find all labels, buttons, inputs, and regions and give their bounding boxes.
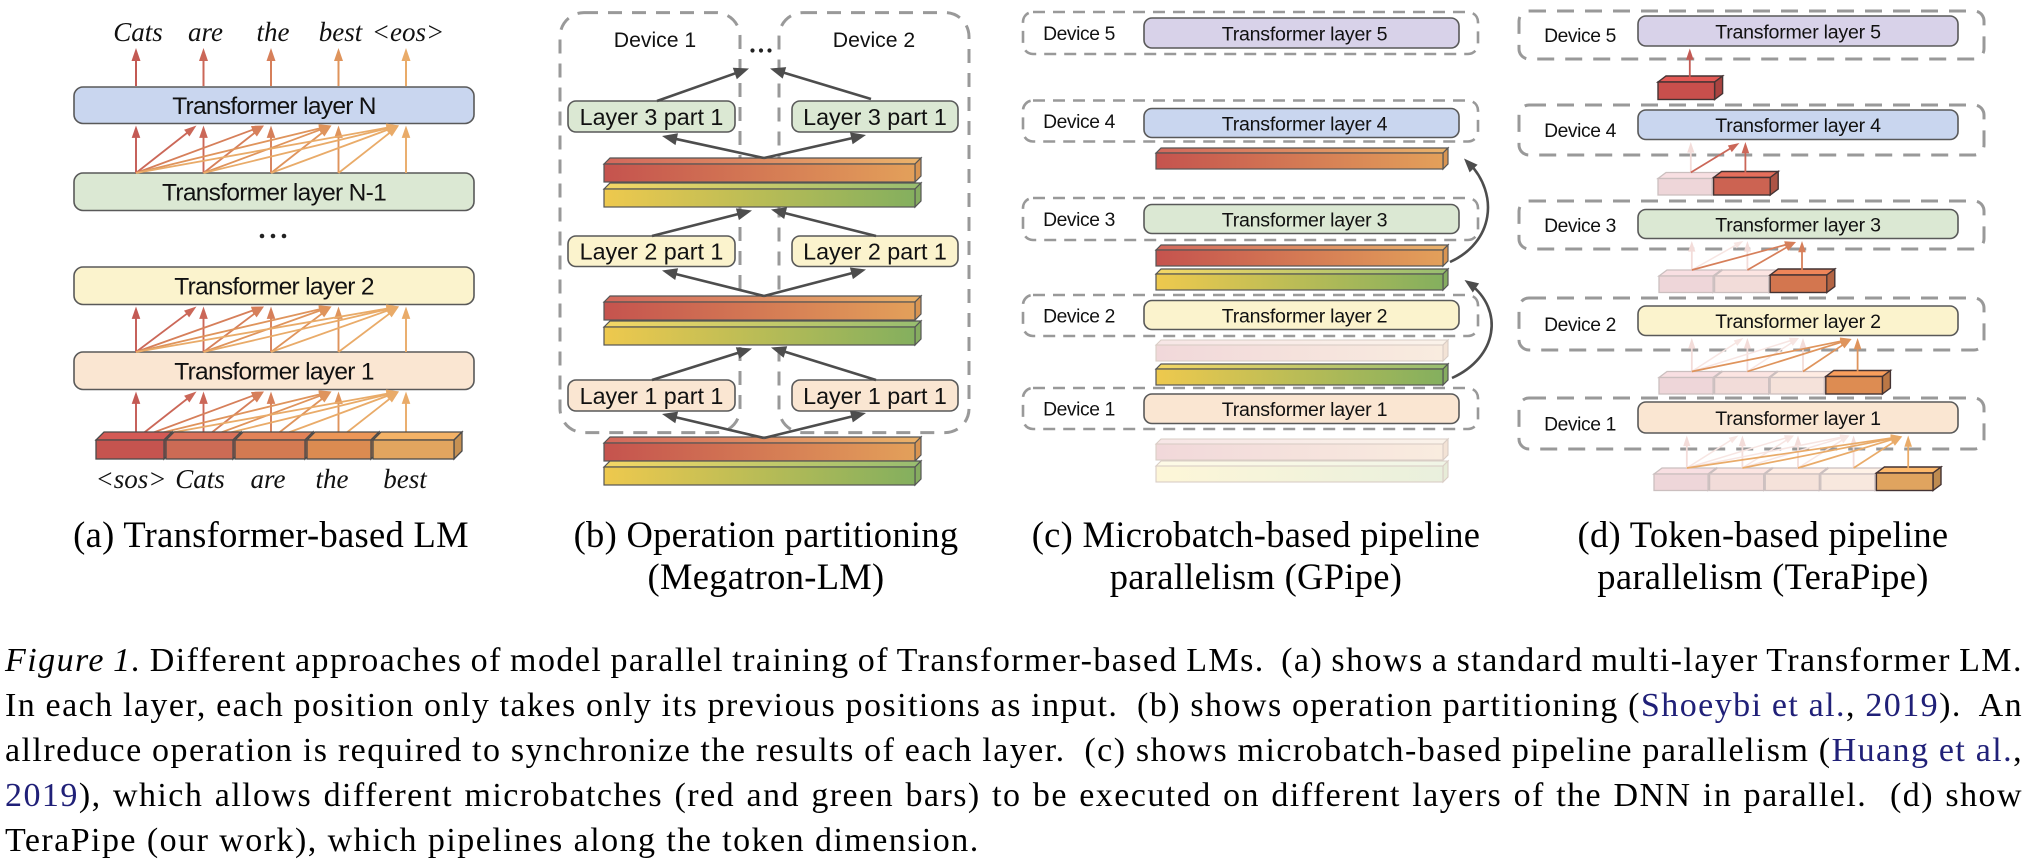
svg-text:Transformer layer 5: Transformer layer 5 [1222, 23, 1388, 45]
svg-text:Transformer layer 4: Transformer layer 4 [1222, 113, 1388, 135]
svg-text:Device 2: Device 2 [1544, 315, 1616, 336]
svg-text:are: are [251, 464, 286, 494]
svg-text:Transformer layer 1: Transformer layer 1 [1715, 408, 1880, 430]
svg-text:Layer 2 part 1: Layer 2 part 1 [803, 239, 947, 265]
svg-text:Device 4: Device 4 [1544, 121, 1616, 142]
svg-text:Transformer layer 1: Transformer layer 1 [1222, 399, 1387, 421]
svg-text:the: the [257, 17, 290, 47]
svg-text:Transformer layer 5: Transformer layer 5 [1715, 21, 1881, 43]
svg-text:Layer 1 part 1: Layer 1 part 1 [580, 383, 724, 409]
svg-text:Transformer layer 3: Transformer layer 3 [1715, 214, 1881, 236]
svg-text:<eos>: <eos> [372, 17, 444, 47]
svg-text:Transformer layer 2: Transformer layer 2 [174, 273, 374, 300]
svg-text:Device 1: Device 1 [614, 29, 696, 52]
svg-text:best: best [319, 17, 364, 47]
svg-text:Transformer layer N-1: Transformer layer N-1 [162, 179, 386, 206]
svg-text:Device 4: Device 4 [1043, 112, 1115, 133]
svg-text:the: the [316, 464, 349, 494]
svg-text:Transformer layer N: Transformer layer N [172, 93, 376, 120]
svg-text:Device 2: Device 2 [1043, 307, 1115, 328]
svg-text:Transformer layer 4: Transformer layer 4 [1715, 115, 1881, 137]
svg-text:Layer 2 part 1: Layer 2 part 1 [580, 239, 724, 265]
svg-text:<sos>: <sos> [96, 464, 167, 494]
svg-text:Device 5: Device 5 [1544, 26, 1616, 47]
svg-text:Device 1: Device 1 [1544, 415, 1616, 436]
svg-text:Device 3: Device 3 [1544, 216, 1616, 237]
svg-text:Transformer layer 2: Transformer layer 2 [1222, 305, 1387, 327]
svg-text:Cats: Cats [113, 17, 163, 47]
svg-text:are: are [188, 17, 223, 47]
svg-text:Layer 1 part 1: Layer 1 part 1 [803, 383, 947, 409]
svg-text:Layer 3 part 1: Layer 3 part 1 [803, 104, 947, 130]
svg-text:Device 3: Device 3 [1043, 210, 1115, 231]
svg-text:Device 5: Device 5 [1043, 24, 1115, 45]
svg-text:Cats: Cats [175, 464, 225, 494]
svg-text:Transformer layer 1: Transformer layer 1 [174, 358, 374, 385]
svg-text:Transformer layer 3: Transformer layer 3 [1222, 209, 1388, 231]
svg-text:Layer 3 part 1: Layer 3 part 1 [580, 104, 724, 130]
svg-text:best: best [383, 464, 428, 494]
svg-text:Device 1: Device 1 [1043, 400, 1115, 421]
svg-text:Device 2: Device 2 [833, 29, 915, 52]
svg-text:Transformer layer 2: Transformer layer 2 [1715, 311, 1880, 333]
